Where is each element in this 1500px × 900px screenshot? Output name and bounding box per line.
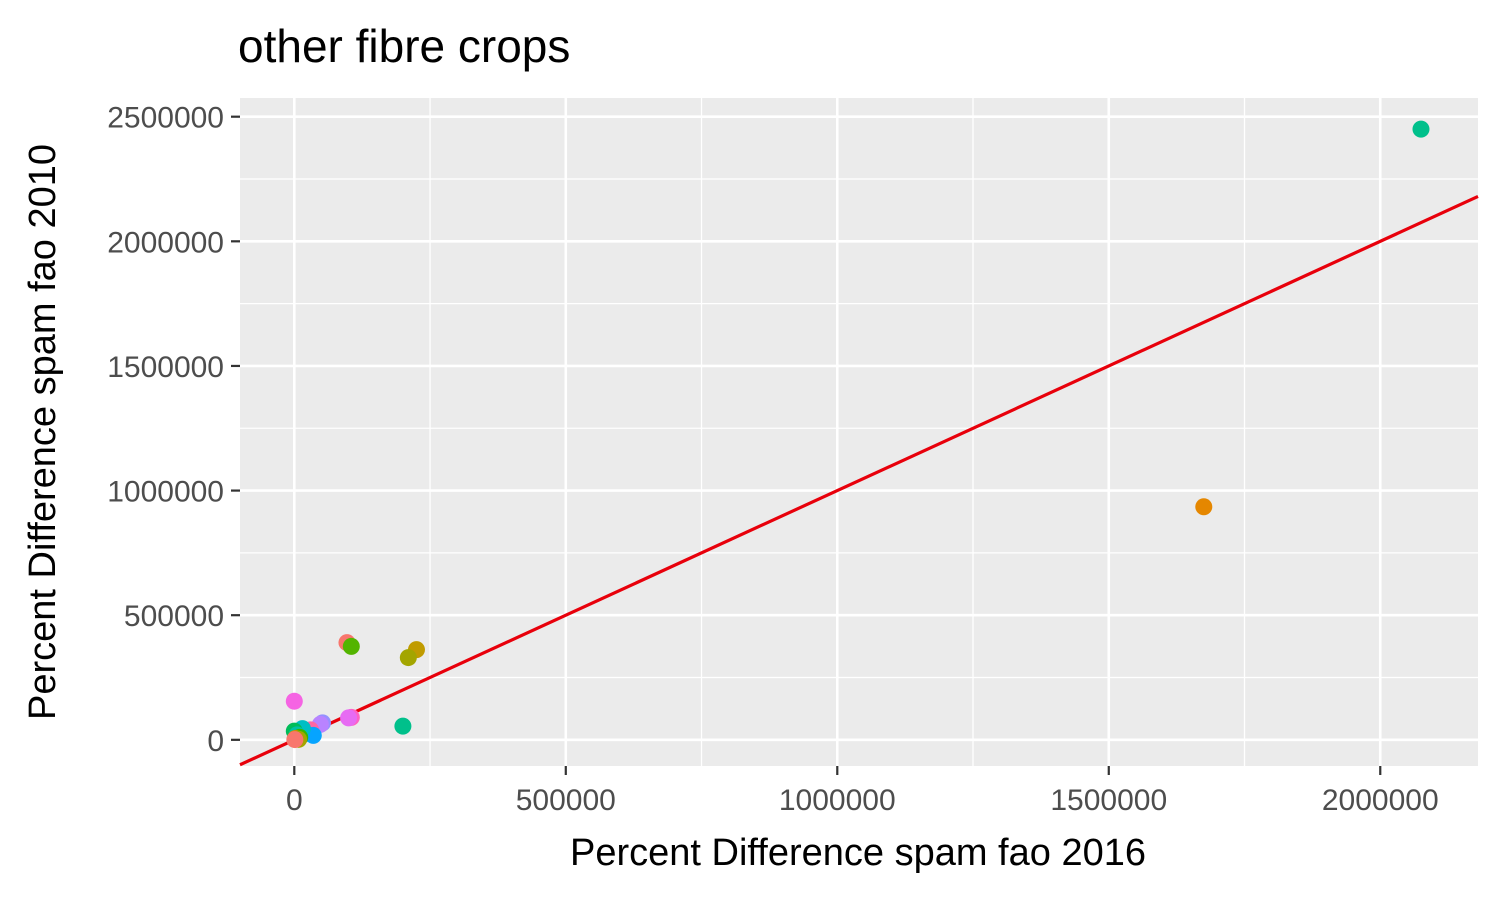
data-points [285,120,1430,749]
chart-title: other fibre crops [238,20,570,72]
data-point [394,717,412,735]
y-tick-label: 2500000 [107,102,224,135]
data-point [1195,498,1213,516]
y-tick-label: 500000 [124,600,224,633]
data-point [399,649,417,667]
reference-line-group [239,195,1479,767]
minor-gridlines [240,98,1478,766]
major-gridlines [240,98,1478,766]
data-point [342,637,360,655]
x-tick-label: 1500000 [1050,784,1167,817]
y-tick-label: 0 [207,725,224,758]
y-axis: 0 500000 1000000 1500000 2000000 2500000 [107,102,240,758]
data-point [1412,120,1430,138]
y-axis-title: Percent Difference spam fao 2010 [22,144,64,720]
y-tick-label: 2000000 [107,226,224,259]
reference-line [239,195,1479,767]
x-tick-label: 0 [286,784,303,817]
x-tick-label: 1000000 [779,784,896,817]
y-tick-label: 1000000 [107,476,224,509]
x-tick-label: 500000 [516,784,616,817]
data-point [285,692,303,710]
data-point [286,731,304,749]
x-tick-label: 2000000 [1322,784,1439,817]
data-point [340,709,358,727]
y-tick-label: 1500000 [107,351,224,384]
plot-panel [240,98,1478,766]
x-axis: 0 500000 1000000 1500000 2000000 [286,766,1439,817]
x-axis-title: Percent Difference spam fao 2016 [570,832,1146,874]
